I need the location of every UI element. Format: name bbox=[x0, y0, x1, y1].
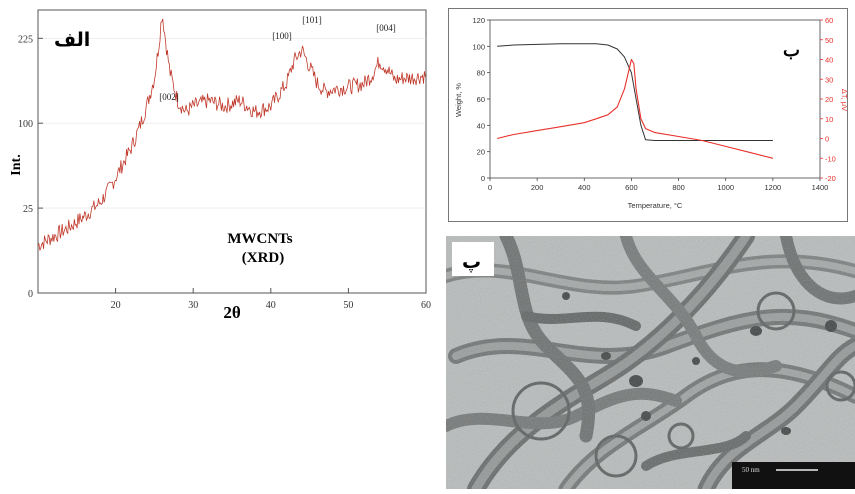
tga-x-tick-label: 600 bbox=[625, 183, 638, 192]
xrd-x-tick-label: 30 bbox=[188, 300, 198, 311]
tem-micrograph: پ 50 nm bbox=[439, 227, 855, 494]
tga-y2-tick-label: -20 bbox=[825, 174, 836, 183]
xrd-title-line1: MWCNTs bbox=[227, 231, 292, 247]
tga-y-tick-label: 0 bbox=[481, 174, 485, 183]
xrd-peak-label: [100] bbox=[272, 31, 292, 41]
tga-y2-axis-label: ΔT, μV bbox=[840, 89, 848, 111]
xrd-x-tick-label: 50 bbox=[343, 300, 353, 311]
tga-x-axis-label: Temperature, °C bbox=[628, 201, 683, 210]
xrd-chart: 20 30 40 50 60 0 25 100 225 [002] [100] [101] [004]… bbox=[9, 9, 431, 322]
tga-y2-tick-label: 40 bbox=[825, 56, 833, 65]
xrd-y-tick-label: 225 bbox=[18, 34, 33, 45]
xrd-chart-panel: 20 30 40 50 60 0 25 100 225 [002] [100] [101] [004]… bbox=[0, 0, 440, 330]
xrd-plot-frame bbox=[37, 9, 427, 294]
tga-x-tick-label: 1000 bbox=[717, 183, 734, 192]
tga-y-tick-label: 120 bbox=[472, 16, 485, 25]
xrd-x-tick-label: 60 bbox=[421, 300, 431, 311]
tga-chart-panel: 0 200 400 600 800 1000 1200 1400 0 20 40 60 80 100 120… bbox=[448, 8, 849, 222]
xrd-y-axis-label: Int. bbox=[9, 154, 24, 175]
tga-y2-tick-label: 10 bbox=[825, 115, 833, 124]
tga-plot-frame bbox=[489, 19, 821, 179]
tga-y2-tick-label: 30 bbox=[825, 75, 833, 84]
xrd-y-tick-label: 100 bbox=[18, 119, 33, 130]
xrd-peak-label: [002] bbox=[159, 92, 179, 102]
tga-y2-tick-label: 0 bbox=[825, 135, 829, 144]
tga-x-tick-label: 400 bbox=[578, 183, 591, 192]
tga-y-tick-label: 80 bbox=[477, 69, 485, 78]
tem-image-panel: پ 50 nm bbox=[439, 227, 855, 494]
tga-x-tick-label: 200 bbox=[531, 183, 544, 192]
tga-x-tick-label: 1400 bbox=[812, 183, 829, 192]
xrd-panel-label: الف bbox=[54, 29, 90, 51]
xrd-x-tick-label: 20 bbox=[111, 300, 121, 311]
tga-y-tick-label: 40 bbox=[477, 121, 485, 130]
xrd-x-axis-label: 2θ bbox=[223, 303, 241, 322]
tga-x-tick-label: 800 bbox=[672, 183, 685, 192]
tem-scalebar-box bbox=[732, 462, 855, 489]
tga-chart: 0 200 400 600 800 1000 1200 1400020406080100120… bbox=[448, 8, 849, 222]
xrd-series-line bbox=[37, 18, 426, 251]
tga-y2-tick-label: -10 bbox=[825, 154, 836, 163]
xrd-y-tick-label: 0 bbox=[28, 289, 33, 300]
tem-grain bbox=[446, 236, 855, 489]
xrd-x-tick-label: 40 bbox=[266, 300, 276, 311]
tga-y2-tick-label: 20 bbox=[825, 95, 833, 104]
tem-panel-label: پ bbox=[462, 251, 481, 273]
xrd-peak-label: [004] bbox=[376, 23, 396, 33]
tga-x-tick-label: 0 bbox=[488, 183, 492, 192]
tga-panel-label: ب bbox=[783, 40, 800, 60]
xrd-y-tick-label: 25 bbox=[23, 204, 33, 215]
tga-dta-series-line bbox=[496, 58, 774, 159]
xrd-title-line2: (XRD) bbox=[242, 250, 285, 266]
tga-y-tick-label: 60 bbox=[477, 95, 485, 104]
tga-y2-tick-label: 60 bbox=[825, 16, 833, 25]
tga-y-axis-label: Weight, % bbox=[454, 83, 463, 117]
tga-x-tick-label: 1200 bbox=[765, 183, 782, 192]
xrd-peak-label: [101] bbox=[302, 15, 322, 25]
tga-y-tick-label: 100 bbox=[472, 42, 485, 51]
tem-scalebar-text: 50 nm bbox=[742, 466, 760, 474]
tem-label-box bbox=[452, 242, 494, 276]
tga-y2-tick-label: 50 bbox=[825, 36, 833, 45]
tga-y-tick-label: 20 bbox=[477, 148, 485, 157]
